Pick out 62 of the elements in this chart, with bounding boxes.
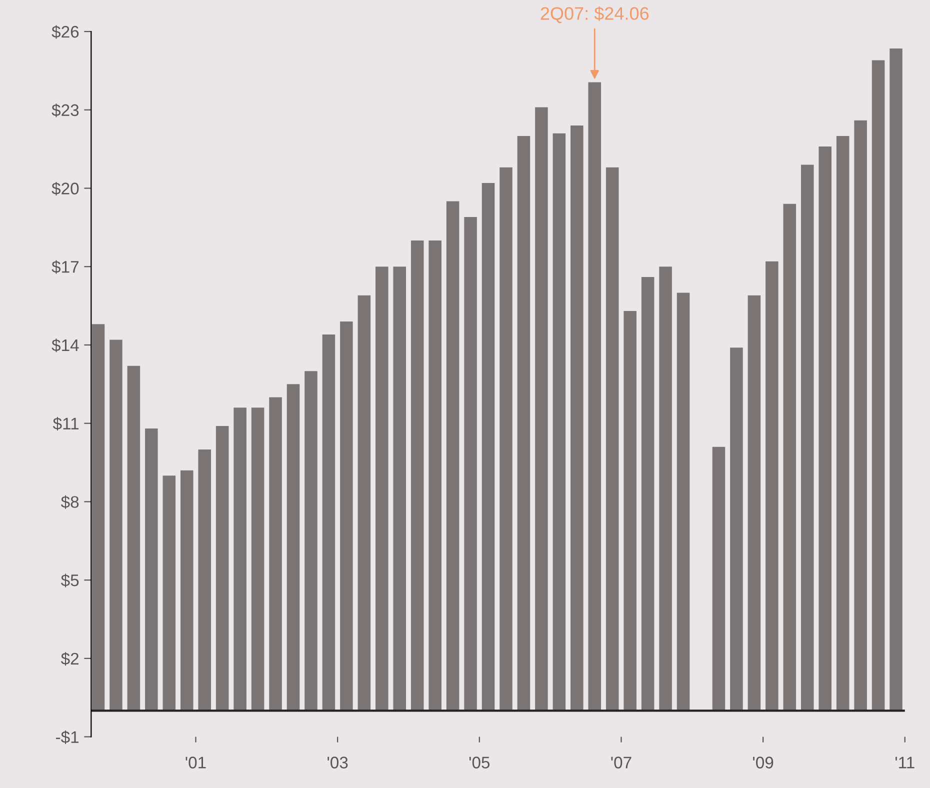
bar [890, 48, 902, 711]
bar [482, 183, 495, 711]
bar [783, 204, 796, 711]
y-tick-label: $8 [60, 495, 79, 509]
x-tick-label: '11 [895, 756, 914, 768]
y-tick-label: $17 [52, 260, 78, 274]
bar [836, 136, 850, 711]
bar [251, 408, 264, 711]
y-tick-label: $23 [52, 104, 79, 118]
x-tick-label: '07 [611, 756, 632, 768]
bar [127, 366, 140, 711]
y-tick-label: $5 [60, 574, 79, 588]
bar [766, 261, 778, 711]
bar [872, 60, 885, 711]
bar [145, 428, 158, 711]
bar [517, 136, 530, 711]
bar [712, 446, 726, 711]
bar [854, 120, 867, 711]
bar [234, 408, 246, 711]
bar [801, 164, 814, 711]
bar [500, 167, 512, 711]
bar [464, 216, 477, 711]
bar [535, 107, 548, 711]
bar [606, 167, 619, 711]
bar [269, 397, 282, 711]
y-tick-label: $11 [52, 417, 79, 431]
bar [428, 240, 442, 711]
bar [588, 82, 602, 711]
bar [110, 340, 122, 711]
x-tick-label: '09 [753, 756, 774, 768]
bar [393, 266, 406, 711]
bar [818, 146, 832, 711]
bar [676, 292, 690, 711]
bar [730, 348, 743, 711]
y-tick-label: $14 [52, 338, 79, 352]
bar [748, 295, 761, 711]
bar [180, 470, 194, 711]
y-tick-label: -$1 [56, 730, 79, 744]
y-tick-label: $26 [52, 25, 79, 39]
bar [570, 126, 584, 711]
bar [410, 240, 424, 711]
bar [446, 201, 460, 711]
bar [552, 133, 566, 711]
bar [162, 476, 176, 711]
bar [376, 266, 388, 711]
bar [641, 277, 654, 711]
x-tick-label: '05 [469, 756, 490, 768]
bar [286, 384, 300, 711]
y-tick-label: $20 [52, 182, 79, 196]
x-tick-label: '01 [186, 756, 206, 768]
y-tick-label: $2 [60, 652, 78, 666]
bar [659, 266, 672, 711]
bar [198, 449, 211, 711]
bar [624, 311, 636, 711]
annotation: 2Q07: $24.06 [540, 6, 649, 24]
bar [92, 324, 105, 711]
bar [216, 426, 229, 711]
bar [304, 371, 318, 711]
bar [358, 295, 371, 711]
x-tick-label: '03 [328, 756, 348, 768]
bar [340, 321, 353, 711]
bar [322, 334, 336, 711]
